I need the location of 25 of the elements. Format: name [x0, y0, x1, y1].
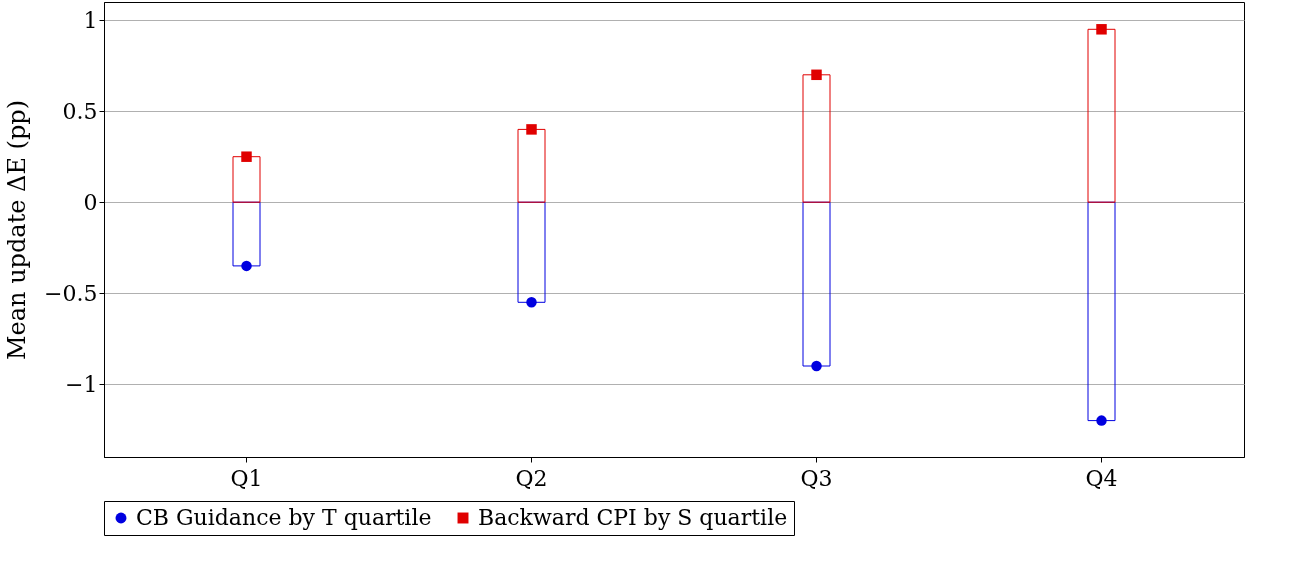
point — [526, 297, 537, 308]
point — [241, 151, 252, 162]
y-axis-title: Mean update ΔE (pp) — [3, 99, 32, 361]
legend-label: Backward CPI by S quartile — [478, 505, 788, 530]
x-tick-label: Q3 — [800, 465, 833, 491]
y-tick-label: −1 — [65, 371, 98, 397]
bar — [802, 74, 831, 203]
x-tick-label: Q4 — [1085, 465, 1118, 491]
legend-label: CB Guidance by T quartile — [136, 505, 432, 530]
bar — [517, 128, 546, 203]
y-tick-label: 0 — [83, 189, 98, 215]
y-tick-label: −0.5 — [44, 280, 98, 306]
point — [811, 69, 822, 81]
y-tick-label: 1 — [83, 7, 98, 33]
bar — [1087, 201, 1116, 422]
y-tick-label: 0.5 — [62, 98, 98, 124]
bar — [802, 201, 831, 367]
point — [1096, 24, 1107, 35]
point — [811, 360, 822, 372]
point — [1096, 415, 1107, 426]
x-tick-label: Q2 — [515, 465, 548, 491]
point — [526, 124, 537, 135]
bar — [1087, 28, 1116, 203]
point — [241, 260, 252, 272]
x-tick-label: Q1 — [230, 465, 263, 491]
